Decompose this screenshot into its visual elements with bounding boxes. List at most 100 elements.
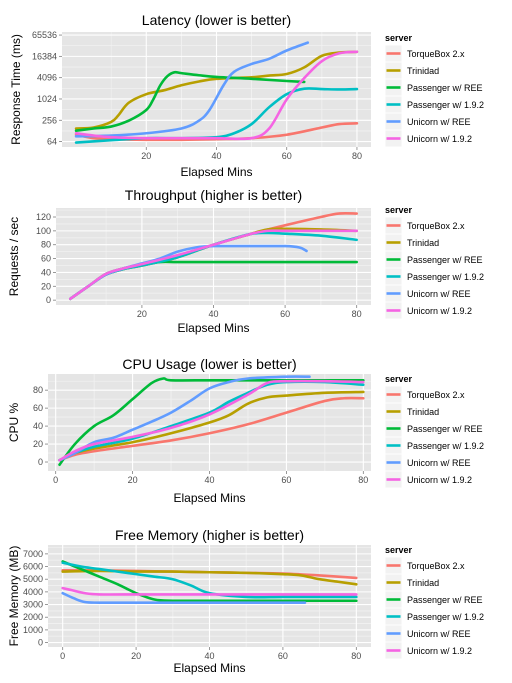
legend-label: Unicorn w/ 1.9.2	[407, 134, 472, 144]
x-tick-label: 60	[282, 151, 292, 161]
legend-label: Unicorn w/ 1.9.2	[407, 646, 472, 656]
y-axis-label: CPU %	[7, 403, 21, 443]
y-tick-label: 6000	[23, 562, 43, 572]
x-tick-label: 60	[280, 309, 290, 319]
legend-title: server	[385, 205, 413, 215]
legend-label: Unicorn w/ 1.9.2	[407, 306, 472, 316]
legend-label: Passenger w/ 1.9.2	[407, 441, 484, 451]
y-tick-label: 0	[38, 457, 43, 467]
series-line-unicorn-w-1-9-2	[69, 229, 358, 301]
x-tick-label: 40	[204, 651, 214, 661]
x-tick-label: 0	[53, 475, 58, 485]
x-tick-label: 80	[352, 309, 362, 319]
legend-label: Passenger w/ REE	[407, 255, 483, 265]
legend-label: Trinidad	[407, 407, 439, 417]
y-tick-label: 40	[33, 421, 43, 431]
y-tick-label: 100	[36, 226, 51, 236]
y-tick-label: 1024	[37, 94, 57, 104]
legend-label: Trinidad	[407, 66, 439, 76]
y-axis-label: Response Time (ms)	[9, 34, 23, 145]
legend-label: Passenger w/ REE	[407, 424, 483, 434]
y-tick-label: 0	[38, 638, 43, 648]
legend-label: TorqueBox 2.x	[407, 390, 465, 400]
y-tick-label: 4000	[23, 587, 43, 597]
y-tick-label: 60	[33, 403, 43, 413]
y-tick-label: 60	[41, 254, 51, 264]
legend-title: server	[385, 545, 413, 555]
series-line-passenger-w-1-9-2	[61, 561, 358, 599]
y-tick-label: 2000	[23, 612, 43, 622]
legend-label: Trinidad	[407, 578, 439, 588]
legend-label: Unicorn w/ 1.9.2	[407, 475, 472, 485]
chart-panel-4: 0 20 40 60 8001000200030004000500060007000Fr…	[7, 527, 484, 675]
x-tick-label: 0	[60, 651, 65, 661]
y-tick-label: 16384	[32, 51, 57, 61]
x-tick-label: 60	[278, 651, 288, 661]
x-tick-label: 40	[208, 309, 218, 319]
x-tick-label: 20	[141, 151, 151, 161]
legend-label: Unicorn w/ REE	[407, 117, 471, 127]
x-tick-label: 40	[211, 151, 221, 161]
legend-label: Passenger w/ REE	[407, 595, 483, 605]
y-tick-label: 20	[41, 281, 51, 291]
series-line-unicorn-w-1-9-2	[61, 586, 358, 596]
y-tick-label: 0	[46, 295, 51, 305]
x-axis-label: Elapsed Mins	[180, 165, 252, 179]
legend-label: Passenger w/ 1.9.2	[407, 272, 484, 282]
chart-title: CPU Usage (lower is better)	[122, 356, 296, 372]
legend-label: Unicorn w/ REE	[407, 289, 471, 299]
x-axis-label: Elapsed Mins	[173, 661, 245, 675]
legend-label: Unicorn w/ REE	[407, 458, 471, 468]
legend-label: TorqueBox 2.x	[407, 561, 465, 571]
x-tick-label: 20	[137, 309, 147, 319]
series-line-unicorn-w-ree	[58, 375, 311, 462]
legend-label: Unicorn w/ REE	[407, 629, 471, 639]
legend: server TorqueBox 2.x Trinidad Passenger w/ …	[384, 374, 484, 489]
series-line-unicorn-w-1-9-2	[58, 379, 365, 462]
legend: server TorqueBox 2.x Trinidad Passenger w/ …	[384, 33, 484, 148]
series-line-passenger-w-ree	[61, 560, 358, 603]
x-axis-label: Elapsed Mins	[177, 321, 249, 335]
y-tick-label: 256	[42, 115, 57, 125]
legend-title: server	[385, 33, 413, 43]
legend-title: server	[385, 374, 413, 384]
legend-label: TorqueBox 2.x	[407, 49, 465, 59]
legend: server TorqueBox 2.x Trinidad Passenger w/ …	[384, 545, 484, 660]
x-tick-label: 80	[352, 151, 362, 161]
y-tick-label: 1000	[23, 625, 43, 635]
chart-title: Free Memory (higher is better)	[115, 527, 304, 543]
y-tick-label: 80	[33, 385, 43, 395]
chart-title: Throughput (higher is better)	[125, 187, 302, 203]
x-tick-label: 20	[131, 651, 141, 661]
chart-panel-2: 20 40 60 80 0 20 40 60 80 100 120 Throughput (highe…	[7, 187, 484, 335]
chart-panel-3: 0 20 40 60 80 0 20 40 60 80 CPU Usage (lower is be…	[7, 356, 484, 505]
y-axis-label: Free Memory (MB)	[7, 546, 21, 647]
y-tick-label: 20	[33, 439, 43, 449]
x-tick-label: 40	[204, 475, 214, 485]
series-line-unicorn-w-ree	[74, 41, 310, 138]
x-axis-label: Elapsed Mins	[173, 491, 245, 505]
legend: server TorqueBox 2.x Trinidad Passenger w/ …	[384, 205, 484, 320]
y-tick-label: 65536	[32, 30, 57, 40]
series-line-unicorn-w-1-9-2	[74, 50, 359, 141]
x-tick-label: 20	[128, 475, 138, 485]
y-tick-label: 80	[41, 240, 51, 250]
legend-label: Passenger w/ 1.9.2	[407, 100, 484, 110]
y-tick-label: 40	[41, 267, 51, 277]
chart-panel-1: 20 40 60 80 64 256 1024 4096 16384 65536 Latency (…	[9, 12, 484, 179]
series-line-unicorn-w-ree	[61, 591, 307, 604]
y-tick-label: 120	[36, 212, 51, 222]
legend-label: TorqueBox 2.x	[407, 221, 465, 231]
legend-label: Passenger w/ 1.9.2	[407, 612, 484, 622]
y-axis-label: Requests / sec	[7, 217, 21, 296]
x-tick-label: 60	[281, 475, 291, 485]
x-tick-label: 80	[351, 651, 361, 661]
series-line-torquebox-2-x	[58, 396, 365, 462]
x-tick-label: 80	[358, 475, 368, 485]
y-tick-label: 4096	[37, 73, 57, 83]
y-tick-label: 64	[47, 137, 57, 147]
y-tick-label: 5000	[23, 574, 43, 584]
y-tick-label: 3000	[23, 600, 43, 610]
chart-title: Latency (lower is better)	[142, 12, 291, 28]
